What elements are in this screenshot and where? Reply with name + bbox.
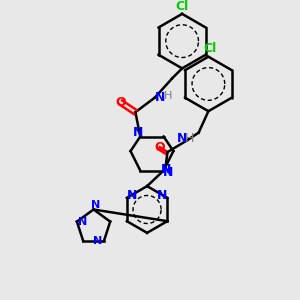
Text: Cl: Cl: [204, 42, 217, 56]
Text: H: H: [185, 132, 195, 145]
Text: N: N: [154, 91, 165, 104]
Text: N: N: [127, 189, 137, 203]
Text: N: N: [160, 163, 171, 176]
Text: H: H: [164, 91, 173, 100]
Text: N: N: [157, 189, 168, 203]
Text: N: N: [91, 200, 100, 210]
Text: N: N: [177, 132, 187, 145]
Text: Cl: Cl: [176, 0, 189, 13]
Text: N: N: [93, 236, 103, 246]
Text: O: O: [154, 141, 165, 154]
Text: N: N: [78, 217, 87, 226]
Text: N: N: [163, 166, 174, 179]
Text: O: O: [116, 96, 126, 109]
Text: N: N: [133, 126, 143, 139]
